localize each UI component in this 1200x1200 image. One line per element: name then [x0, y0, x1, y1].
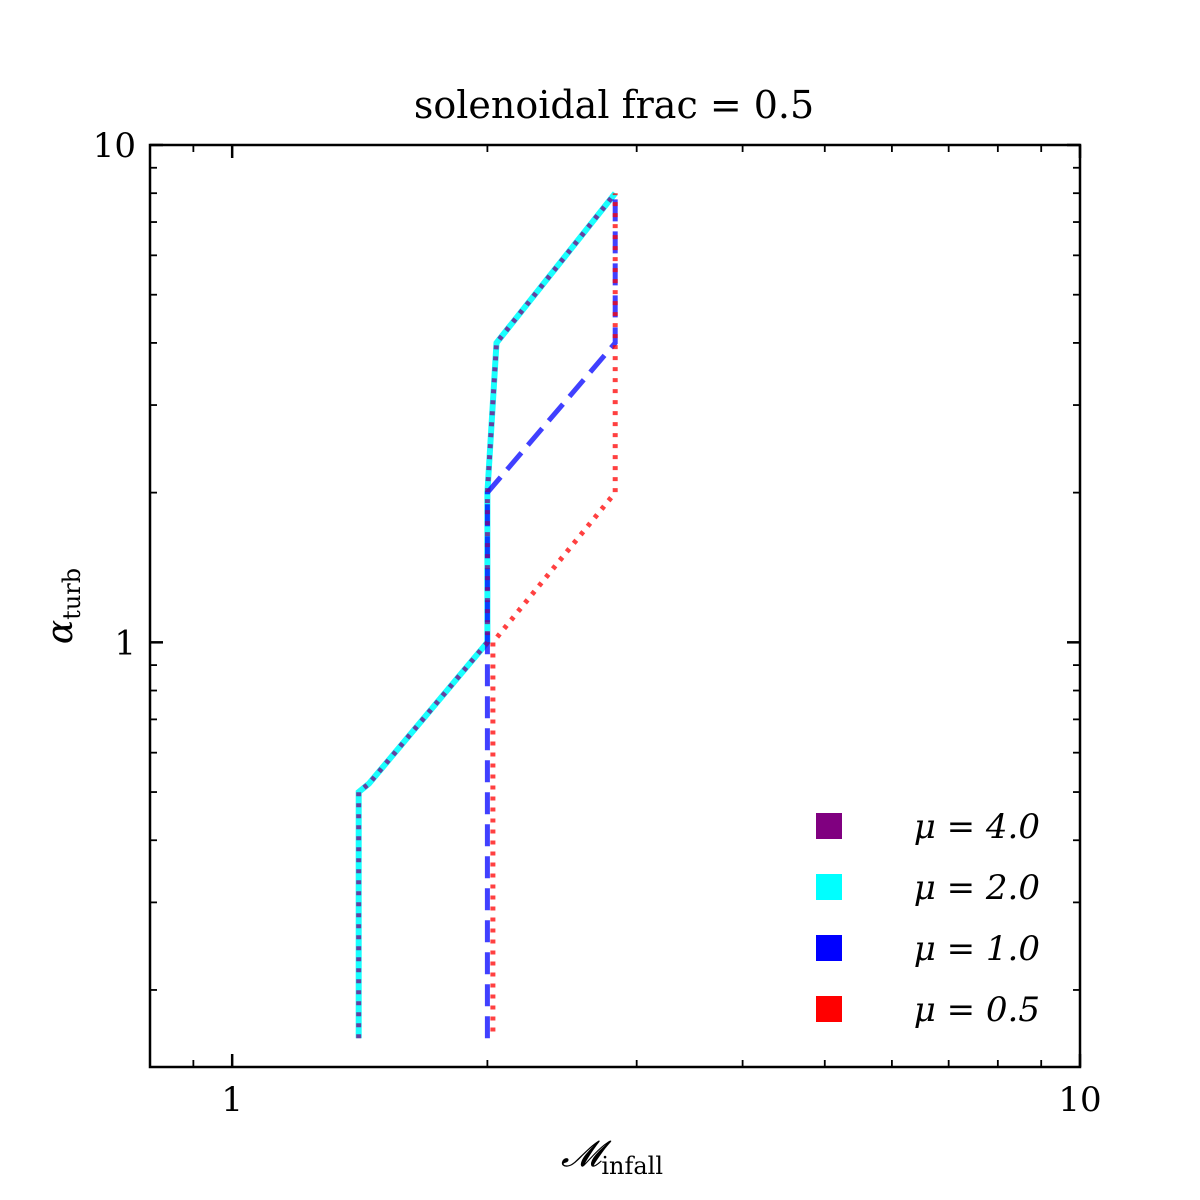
legend-swatch-2 — [816, 935, 842, 961]
plot-frame — [148, 143, 1082, 1069]
legend-label-2: μ = 1.0 — [914, 929, 1040, 969]
legend: μ = 4.0 μ = 2.0 μ = 1.0 μ = 0.5 — [816, 807, 1040, 1030]
series-line-0 — [356, 191, 618, 1039]
x-tick-label: 10 — [1058, 1080, 1101, 1120]
legend-label-3: μ = 0.5 — [914, 990, 1040, 1030]
x-axis-label-sub: infall — [601, 1152, 663, 1180]
legend-swatch-0 — [816, 813, 842, 839]
legend-label-1: μ = 2.0 — [914, 868, 1040, 908]
tick-labels: 1 10 1 10 — [93, 126, 1102, 1120]
y-axis-label: αturb — [40, 568, 86, 644]
legend-label-0: μ = 4.0 — [914, 807, 1040, 847]
legend-swatch-3 — [816, 996, 842, 1022]
y-tick-label: 1 — [114, 623, 136, 663]
y-axis-label-sub: turb — [58, 568, 86, 620]
series-layer — [355, 191, 618, 1039]
series-line-2 — [484, 193, 618, 1039]
chart-title: solenoidal frac = 0.5 — [414, 83, 814, 127]
series-line-3 — [490, 193, 618, 1032]
x-axis-label: 𝓜infall — [561, 1134, 663, 1180]
x-tick-label: 1 — [221, 1080, 243, 1120]
legend-swatch-1 — [816, 874, 842, 900]
y-tick-label: 10 — [93, 126, 136, 166]
y-axis-label-main: α — [40, 620, 81, 644]
